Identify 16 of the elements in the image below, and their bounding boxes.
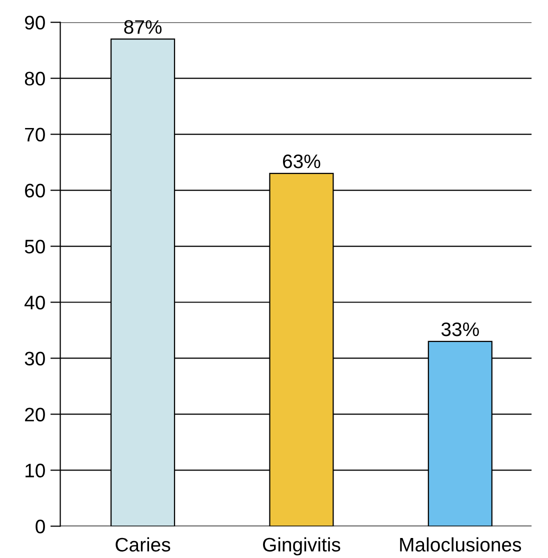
data-label: 63% <box>283 154 320 168</box>
y-tick-label: 0 <box>36 520 45 534</box>
x-tick-label: Caries <box>116 537 170 552</box>
data-label: 87% <box>124 20 162 34</box>
y-tick-label: 60 <box>25 184 45 198</box>
y-tick-label: 50 <box>24 240 45 254</box>
y-tick-label: 90 <box>24 16 45 30</box>
y-tick-label: 80 <box>24 72 45 86</box>
x-tick-label: Gingivitis <box>263 537 340 556</box>
y-tick-label: 40 <box>24 296 45 310</box>
y-tick-label: 10 <box>26 464 45 478</box>
x-tick-label: Maloclusiones <box>400 537 522 552</box>
y-tick-label: 30 <box>24 352 45 366</box>
y-tick-label: 20 <box>25 408 45 422</box>
y-tick-label: 70 <box>25 128 45 142</box>
data-label: 33% <box>441 322 479 336</box>
